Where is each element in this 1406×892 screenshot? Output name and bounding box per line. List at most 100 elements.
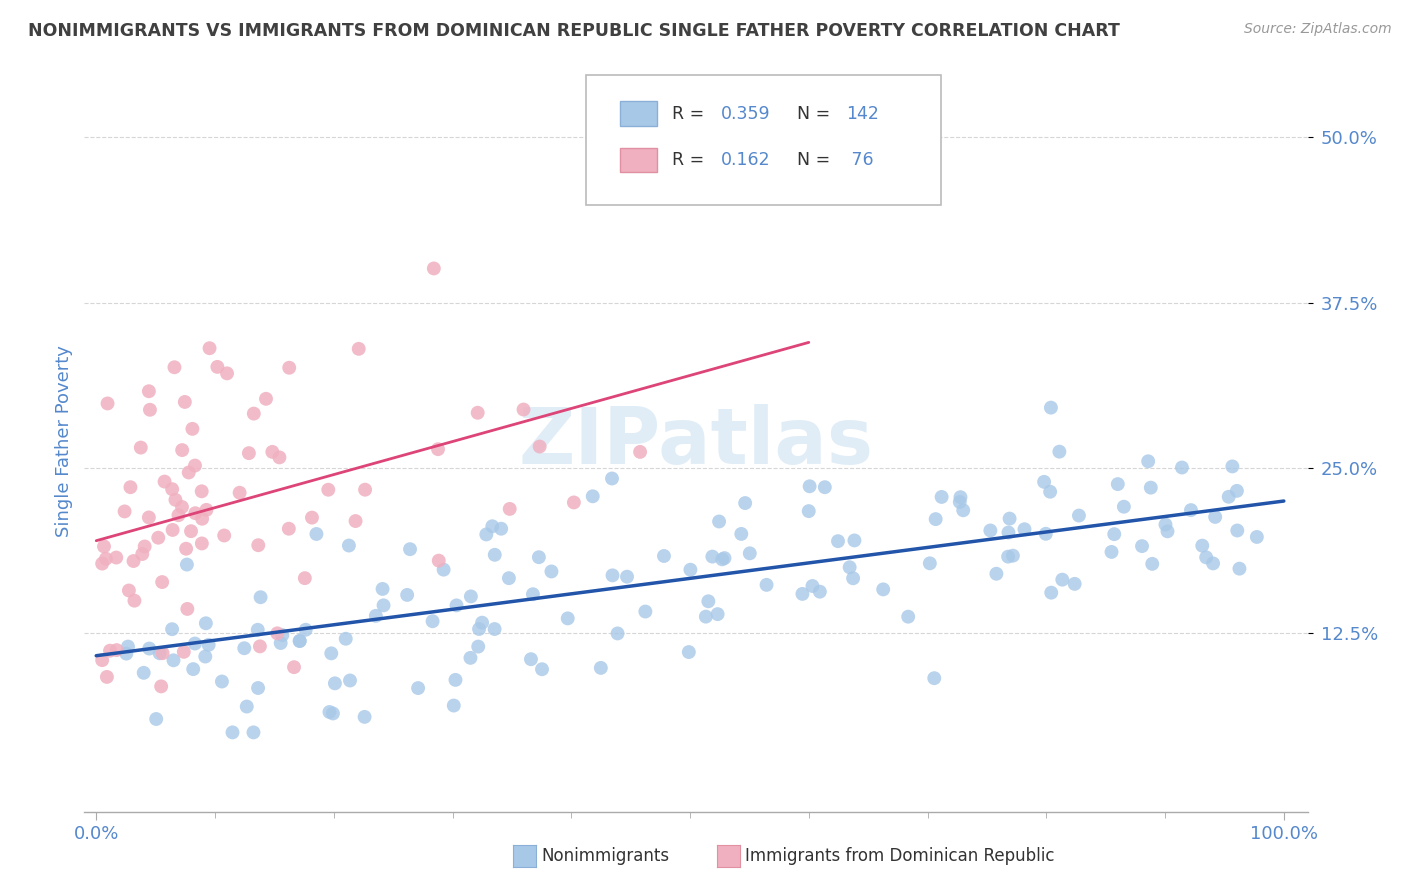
Point <box>278 360 301 375</box>
Point <box>118 583 141 598</box>
Text: Nonimmigrants: Nonimmigrants <box>541 847 669 865</box>
Text: 76: 76 <box>846 152 875 169</box>
Point <box>427 554 450 568</box>
Point <box>1101 545 1123 559</box>
Point <box>443 698 465 713</box>
Point <box>1067 508 1090 523</box>
Point <box>730 527 752 541</box>
Point <box>323 676 346 690</box>
Point <box>1112 500 1135 514</box>
Point <box>616 570 638 584</box>
Point <box>96 396 118 410</box>
Point <box>471 615 494 630</box>
Point <box>872 582 894 597</box>
Point <box>294 571 316 585</box>
Point <box>399 542 422 557</box>
Point <box>321 646 343 660</box>
Point <box>702 549 724 564</box>
Point <box>247 681 270 695</box>
Point <box>997 549 1019 564</box>
Point <box>354 483 377 497</box>
Point <box>707 515 730 529</box>
Text: N =: N = <box>797 152 837 169</box>
Point <box>406 681 429 695</box>
Point <box>150 575 173 590</box>
Point <box>1142 557 1164 571</box>
Point <box>288 634 311 648</box>
Text: R =: R = <box>672 152 709 169</box>
Point <box>294 623 316 637</box>
Point <box>283 660 305 674</box>
Point <box>162 653 184 667</box>
Point <box>305 527 328 541</box>
Point <box>271 628 294 642</box>
Point <box>242 725 264 739</box>
Point <box>1154 517 1177 532</box>
Point <box>339 673 361 688</box>
Y-axis label: Single Father Poverty: Single Father Poverty <box>55 345 73 538</box>
Point <box>1246 530 1268 544</box>
Point <box>467 640 489 654</box>
Point <box>176 602 198 616</box>
Point <box>582 489 605 503</box>
Point <box>105 643 128 657</box>
Point <box>423 261 446 276</box>
Point <box>808 584 831 599</box>
Point <box>1001 549 1024 563</box>
Point <box>522 587 544 601</box>
Point <box>713 551 735 566</box>
Point <box>446 599 468 613</box>
Point <box>520 652 543 666</box>
Point <box>194 616 217 631</box>
Point <box>180 524 202 539</box>
Point <box>120 480 142 494</box>
Point <box>162 523 184 537</box>
Text: Immigrants from Dominican Republic: Immigrants from Dominican Republic <box>745 847 1054 865</box>
Point <box>176 558 198 572</box>
Point <box>842 571 865 585</box>
Point <box>122 554 145 568</box>
Point <box>139 402 162 417</box>
Point <box>318 705 340 719</box>
Point <box>1222 459 1244 474</box>
Point <box>184 506 207 520</box>
Point <box>1102 527 1125 541</box>
Point <box>91 653 114 667</box>
Point <box>98 643 121 657</box>
Point <box>1039 484 1062 499</box>
Point <box>606 626 628 640</box>
Point <box>468 622 491 636</box>
Point <box>734 496 756 510</box>
Point <box>131 547 153 561</box>
Point <box>1226 483 1249 498</box>
Point <box>288 634 311 648</box>
Point <box>979 524 1001 538</box>
Point <box>1039 401 1062 415</box>
Point <box>1229 562 1251 576</box>
Point <box>160 482 183 496</box>
Point <box>922 671 945 685</box>
Point <box>1204 510 1226 524</box>
Point <box>233 641 256 656</box>
Text: NONIMMIGRANTS VS IMMIGRANTS FROM DOMINICAN REPUBLIC SINGLE FATHER POVERTY CORREL: NONIMMIGRANTS VS IMMIGRANTS FROM DOMINIC… <box>28 22 1121 40</box>
Point <box>422 614 444 628</box>
Point <box>467 406 489 420</box>
Point <box>163 360 186 375</box>
Point <box>1195 550 1218 565</box>
Point <box>347 342 370 356</box>
Point <box>489 522 512 536</box>
Point <box>838 560 860 574</box>
Text: R =: R = <box>672 104 709 122</box>
Point <box>797 504 820 518</box>
Point <box>262 445 284 459</box>
Point <box>1191 539 1213 553</box>
Point <box>755 578 778 592</box>
Point <box>512 402 534 417</box>
Point <box>191 536 214 550</box>
Point <box>557 611 579 625</box>
Point <box>527 550 550 565</box>
Point <box>711 552 734 566</box>
Point <box>1202 557 1225 571</box>
Point <box>540 565 562 579</box>
Point <box>1180 503 1202 517</box>
